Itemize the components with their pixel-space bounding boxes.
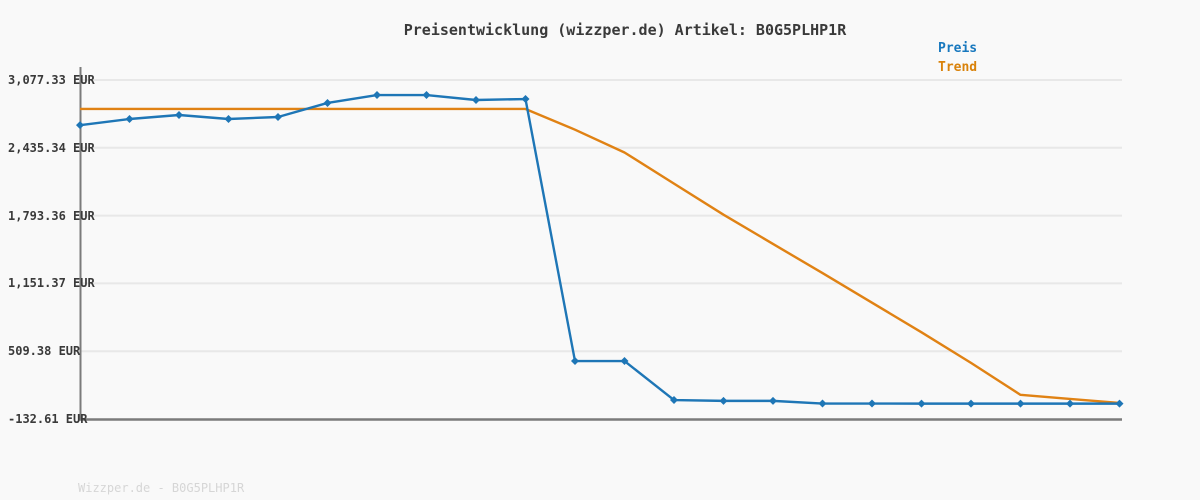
data-point-marker xyxy=(620,357,629,366)
legend: Preis Trend xyxy=(938,39,977,77)
watermark-text: Wizzper.de - B0G5PLHP1R xyxy=(78,481,245,495)
legend-item-trend: Trend xyxy=(938,60,978,75)
data-point-marker xyxy=(1016,399,1025,408)
data-point-marker xyxy=(769,396,777,405)
data-point-marker xyxy=(670,396,678,405)
y-axis-tick-label: -132.61 EUR xyxy=(8,412,88,426)
preis-line xyxy=(79,93,1120,405)
data-point-marker xyxy=(521,95,530,104)
data-point-marker xyxy=(967,399,975,408)
trend-line xyxy=(80,107,1120,405)
data-point-marker xyxy=(323,98,332,107)
legend-item-preis: Preis xyxy=(938,41,978,56)
data-point-marker xyxy=(373,91,381,100)
data-point-marker xyxy=(472,95,480,104)
data-point-marker xyxy=(1115,399,1124,408)
data-point-marker xyxy=(125,115,134,124)
data-point-marker xyxy=(175,110,183,119)
y-axis-tick-label: 3,077.33 EUR xyxy=(8,73,95,87)
data-point-marker xyxy=(571,357,579,366)
chart-title: Preisentwicklung (wizzper.de) Artikel: B… xyxy=(403,21,847,39)
data-point-marker xyxy=(422,91,431,100)
data-point-marker xyxy=(76,121,84,130)
data-point-marker xyxy=(917,399,926,408)
data-point-marker xyxy=(719,396,728,405)
y-axis-tick-label: 1,151.37 EUR xyxy=(8,276,95,291)
y-axis-tick-label: 1,793.36 EUR xyxy=(8,208,95,223)
data-point-marker xyxy=(1066,399,1074,408)
data-point-marker xyxy=(818,399,827,408)
data-point-marker xyxy=(868,399,876,408)
y-axis-tick-label: 2,435.34 EUR xyxy=(8,140,95,155)
data-point-marker xyxy=(224,115,233,124)
y-axis-tick-label: 509.38 EUR xyxy=(8,344,81,359)
data-point-marker xyxy=(274,112,282,121)
